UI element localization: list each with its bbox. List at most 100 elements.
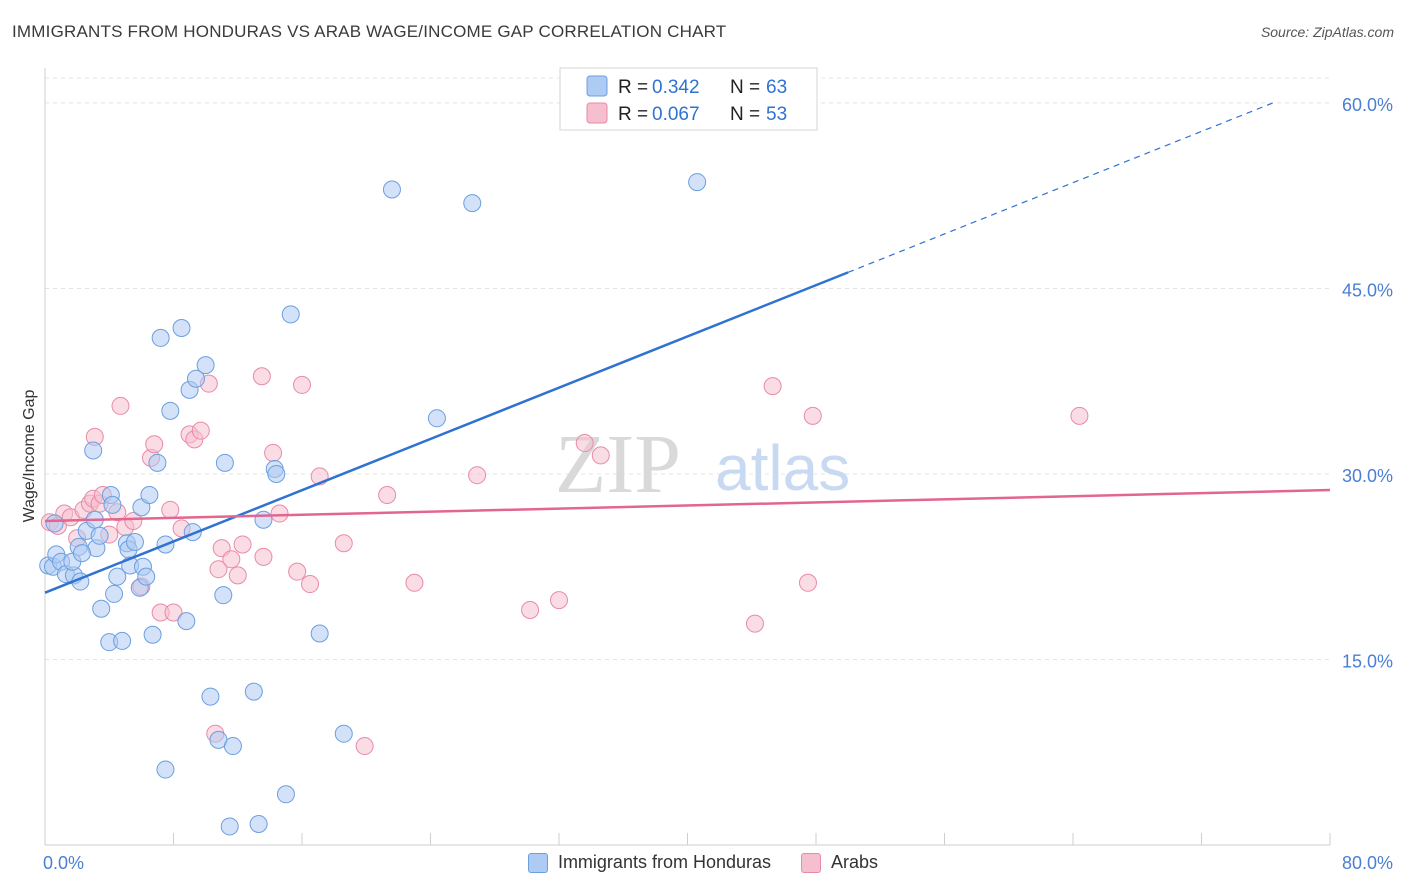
honduras-point bbox=[254, 510, 273, 529]
honduras-point bbox=[310, 624, 329, 643]
honduras-point bbox=[267, 464, 286, 483]
honduras-points bbox=[39, 173, 707, 836]
arabs-point bbox=[228, 566, 247, 585]
arabs-point bbox=[111, 396, 130, 415]
legend-r-value: 0.342 bbox=[652, 77, 700, 98]
chart-title: IMMIGRANTS FROM HONDURAS VS ARAB WAGE/IN… bbox=[12, 22, 727, 41]
arabs-point bbox=[145, 435, 164, 454]
arabs-point bbox=[293, 375, 311, 394]
legend-item-honduras: Immigrants from Honduras bbox=[527, 852, 772, 873]
y-tick-label: 30.0% bbox=[1342, 466, 1393, 486]
x-tick-label: 0.0% bbox=[43, 853, 84, 873]
honduras-point bbox=[92, 599, 111, 618]
honduras-point bbox=[427, 409, 446, 428]
trend-lines bbox=[44, 102, 1331, 594]
y-tick-label: 45.0% bbox=[1342, 280, 1393, 300]
arabs-point bbox=[763, 377, 782, 396]
watermark-atlas: atlas bbox=[715, 432, 850, 504]
arabs-point bbox=[355, 737, 374, 756]
arabs-point bbox=[301, 575, 320, 594]
legend-swatch-honduras bbox=[586, 75, 608, 97]
legend-r-label: R = bbox=[618, 104, 648, 125]
arabs-point bbox=[124, 511, 143, 530]
arabs-point bbox=[270, 504, 289, 523]
honduras-point bbox=[172, 319, 191, 338]
legend-swatch-arabs bbox=[586, 102, 608, 124]
honduras-point bbox=[215, 453, 234, 472]
y-axis-label: Wage/Income Gap bbox=[21, 390, 38, 523]
tick-labels: 15.0% 30.0% 45.0% 60.0% 0.0% 80.0% bbox=[43, 95, 1393, 873]
y-tick-label: 60.0% bbox=[1342, 95, 1393, 115]
arabs-point bbox=[378, 485, 397, 504]
honduras-point bbox=[281, 305, 300, 324]
y-tick-label: 15.0% bbox=[1342, 651, 1393, 671]
legend-r-value: 0.067 bbox=[652, 104, 700, 125]
arabs-trend-line bbox=[44, 488, 1331, 523]
series-legend: Immigrants from Honduras Arabs bbox=[0, 852, 1406, 873]
arabs-legend-label: Arabs bbox=[831, 852, 879, 872]
arabs-point bbox=[745, 614, 764, 633]
honduras-point bbox=[161, 401, 180, 420]
arabs-point bbox=[405, 573, 424, 592]
arabs-point bbox=[264, 443, 283, 462]
arabs-point bbox=[468, 466, 487, 485]
arabs-point bbox=[222, 550, 241, 569]
honduras-point bbox=[148, 453, 167, 472]
arabs-point bbox=[161, 500, 180, 519]
arabs-point bbox=[164, 603, 183, 622]
correlation-legend: R = 0.342 N = 63 R = 0.067 N = 53 bbox=[559, 67, 818, 131]
arabs-point bbox=[1070, 406, 1089, 425]
honduras-point bbox=[90, 526, 109, 545]
honduras-trend-extension bbox=[847, 102, 1275, 273]
honduras-point bbox=[103, 495, 122, 514]
honduras-point bbox=[151, 328, 170, 347]
arabs-swatch bbox=[801, 852, 822, 873]
honduras-point bbox=[186, 369, 205, 388]
honduras-point bbox=[249, 814, 268, 833]
legend-n-value: 53 bbox=[766, 104, 787, 125]
honduras-point bbox=[220, 817, 239, 836]
honduras-point bbox=[177, 612, 196, 631]
legend-n-label: N = bbox=[730, 104, 760, 125]
honduras-point bbox=[201, 687, 220, 706]
legend-n-value: 63 bbox=[766, 77, 787, 98]
watermark-zip: ZIP bbox=[555, 418, 681, 511]
arabs-point bbox=[521, 601, 540, 620]
arabs-point bbox=[254, 547, 273, 566]
arabs-point bbox=[288, 562, 307, 581]
arabs-point bbox=[233, 535, 252, 554]
honduras-point bbox=[45, 514, 64, 533]
honduras-point bbox=[276, 785, 295, 804]
honduras-point bbox=[108, 567, 127, 586]
arabs-point bbox=[550, 591, 568, 610]
honduras-point bbox=[105, 584, 124, 603]
x-tick-label: 80.0% bbox=[1342, 853, 1393, 873]
arabs-point bbox=[798, 573, 817, 592]
honduras-point bbox=[125, 532, 144, 551]
honduras-point bbox=[688, 173, 707, 192]
honduras-point bbox=[463, 194, 482, 213]
honduras-point bbox=[214, 586, 233, 605]
source-label: Source: ZipAtlas.com bbox=[1260, 24, 1394, 40]
arabs-point bbox=[334, 534, 353, 553]
legend-n-label: N = bbox=[730, 77, 760, 98]
axes bbox=[44, 68, 1331, 846]
honduras-point bbox=[244, 682, 263, 701]
arabs-point bbox=[191, 421, 210, 440]
honduras-legend-label: Immigrants from Honduras bbox=[557, 852, 772, 872]
honduras-point bbox=[143, 625, 162, 644]
arabs-point bbox=[803, 406, 822, 425]
arabs-point bbox=[575, 434, 594, 453]
arabs-point bbox=[591, 446, 610, 465]
legend-item-arabs: Arabs bbox=[801, 852, 878, 873]
honduras-point bbox=[84, 441, 103, 460]
honduras-point bbox=[156, 760, 175, 779]
honduras-point bbox=[113, 631, 132, 650]
honduras-point bbox=[196, 356, 215, 375]
honduras-trend-line bbox=[44, 271, 849, 594]
arabs-point bbox=[209, 560, 228, 579]
honduras-swatch bbox=[527, 852, 548, 873]
honduras-point bbox=[137, 567, 156, 586]
honduras-point bbox=[382, 180, 401, 199]
